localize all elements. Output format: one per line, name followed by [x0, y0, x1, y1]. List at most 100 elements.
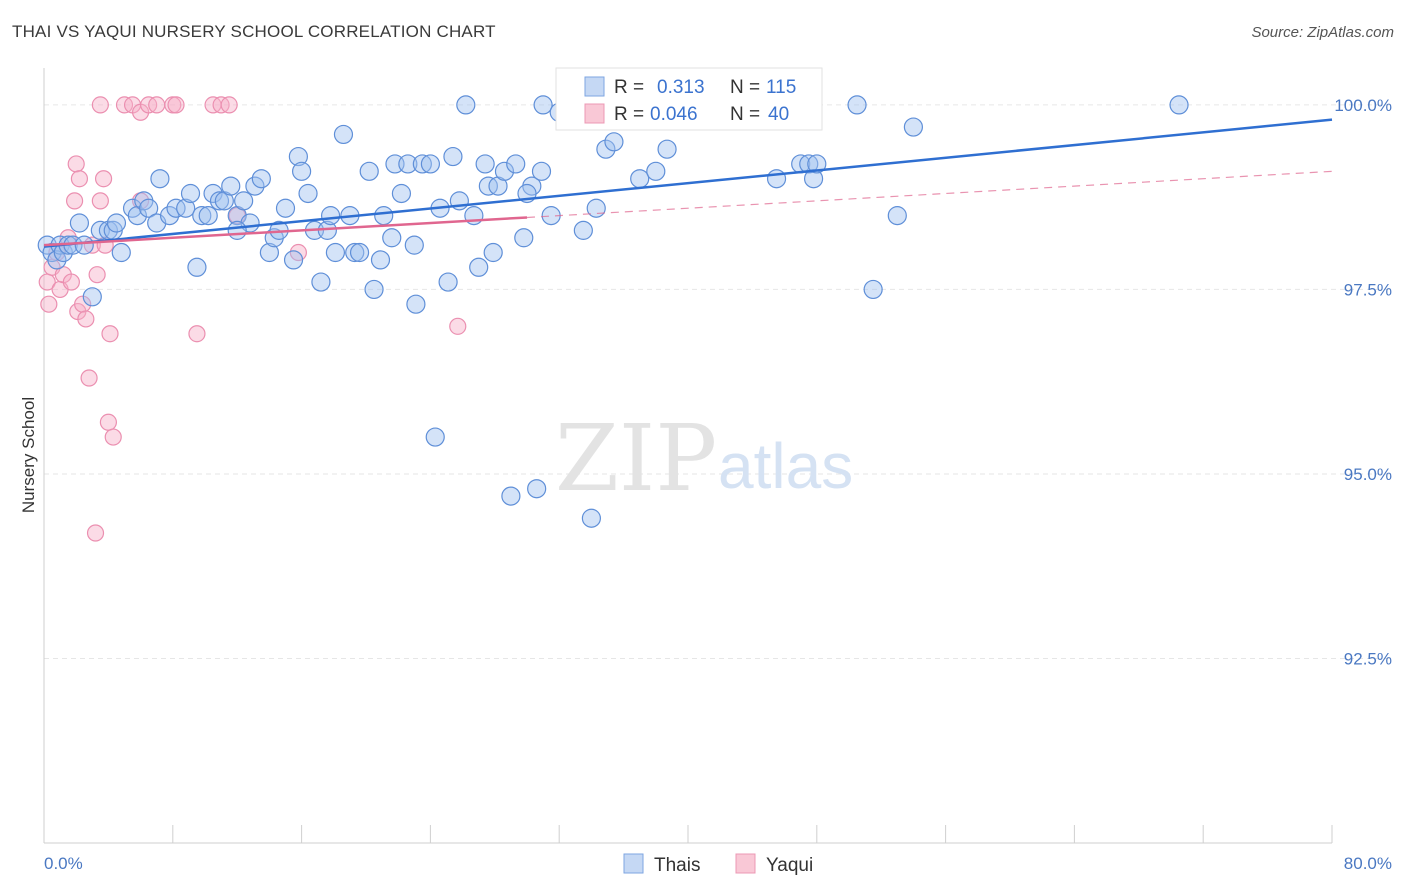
series-legend: Thais Yaqui: [623, 853, 813, 876]
thais-point: [506, 154, 526, 174]
thais-point: [420, 154, 440, 174]
thais-point: [531, 161, 552, 181]
thais-point: [292, 161, 312, 181]
thais-point: [320, 206, 341, 226]
yaqui-point: [67, 155, 85, 173]
thais-point: [106, 213, 127, 233]
thais-point: [298, 183, 318, 204]
thais-point: [370, 250, 391, 270]
chart-title: THAI VS YAQUI NURSERY SCHOOL CORRELATION…: [12, 22, 496, 41]
x-tick-label-min: 0.0%: [44, 854, 83, 873]
thais-point: [425, 427, 445, 447]
thais-point: [209, 191, 230, 211]
thais-point: [573, 220, 593, 240]
legend-yaqui-label: Yaqui: [766, 855, 813, 876]
thais-point: [251, 169, 271, 189]
yaqui-point: [167, 96, 185, 114]
thais-point: [180, 183, 201, 204]
yaqui-point: [94, 170, 113, 188]
yaqui-trend-line: [43, 216, 528, 247]
thais-point: [374, 206, 394, 226]
thais-point: [404, 235, 424, 255]
thais-point: [478, 176, 498, 196]
thais-r-label: R =: [614, 77, 644, 98]
thais-point: [259, 242, 279, 263]
yaqui-point: [148, 96, 166, 114]
thais-point: [166, 198, 186, 218]
y-tick-label: 97.5%: [1344, 280, 1392, 299]
thais-point: [1169, 95, 1189, 115]
thais-point: [203, 183, 223, 204]
thais-point: [325, 242, 346, 263]
thais-point: [221, 176, 241, 196]
thais-point: [586, 198, 606, 218]
yaqui-r-label: R =: [614, 104, 644, 125]
x-tick-label-max: 80.0%: [1344, 854, 1392, 873]
thais-point: [150, 169, 170, 189]
legend-yaqui-swatch: [735, 853, 756, 874]
thais-point: [807, 154, 827, 174]
thais-point: [111, 242, 131, 263]
yaqui-point: [88, 266, 106, 284]
thais-r-value: 0.313: [657, 77, 705, 98]
yaqui-swatch: [584, 103, 605, 124]
thais-point: [494, 161, 515, 181]
thais-point: [766, 169, 787, 189]
thais-point: [227, 220, 247, 240]
stats-legend: R = 0.313 N = 115 R = 0.046 N = 40: [555, 67, 823, 131]
thais-point: [630, 169, 650, 189]
thais-point: [333, 124, 354, 145]
thais-point: [657, 139, 677, 159]
yaqui-point: [65, 192, 84, 210]
thais-trend-line: [43, 118, 1333, 248]
yaqui-point: [86, 524, 105, 542]
thais-point: [514, 228, 534, 248]
thais-point: [198, 206, 218, 226]
thais-point: [847, 95, 867, 115]
yaqui-point: [62, 273, 80, 291]
yaqui-point: [91, 192, 109, 210]
thais-point: [398, 154, 418, 174]
thais-point: [176, 198, 196, 218]
thais-point: [69, 213, 90, 233]
thais-point: [288, 146, 308, 167]
thais-point: [799, 154, 819, 174]
thais-point: [475, 154, 495, 174]
thais-point: [187, 257, 207, 277]
thais-point: [74, 235, 94, 255]
thais-point: [863, 279, 883, 300]
yaqui-n-value: 40: [768, 104, 789, 125]
thais-swatch: [584, 76, 605, 97]
thais-point: [604, 132, 624, 152]
thais-point: [533, 95, 553, 115]
y-tick-label: 95.0%: [1344, 465, 1392, 484]
x-ticks: [43, 825, 1333, 843]
yaqui-point: [449, 317, 467, 335]
trend-lines: [43, 118, 1333, 248]
thais-point: [139, 198, 159, 218]
thais-point: [82, 287, 102, 307]
legend-thais-label: Thais: [654, 855, 700, 876]
thais-point: [159, 206, 180, 226]
watermark-zip: ZIP: [555, 405, 717, 512]
thais-point: [412, 154, 432, 174]
yaqui-point: [70, 170, 89, 188]
yaqui-point: [80, 369, 98, 387]
thais-point: [283, 250, 304, 270]
watermark: ZIP atlas: [555, 405, 853, 512]
yaqui-r-value: 0.046: [650, 104, 698, 125]
thais-point: [275, 198, 296, 218]
y-tick-label: 100.0%: [1334, 96, 1392, 115]
thais-point: [527, 479, 547, 499]
yaqui-point: [77, 310, 95, 328]
thais-point: [903, 117, 924, 137]
thais-n-value: 115: [766, 77, 796, 98]
yaqui-point: [40, 295, 58, 313]
thais-point: [364, 279, 384, 300]
thais-point: [234, 191, 254, 211]
thais-n-label: N =: [730, 77, 760, 98]
y-tick-labels: 100.0% 97.5% 95.0% 92.5%: [1334, 96, 1392, 669]
yaqui-point: [104, 428, 122, 446]
y-tick-label: 92.5%: [1344, 649, 1392, 668]
